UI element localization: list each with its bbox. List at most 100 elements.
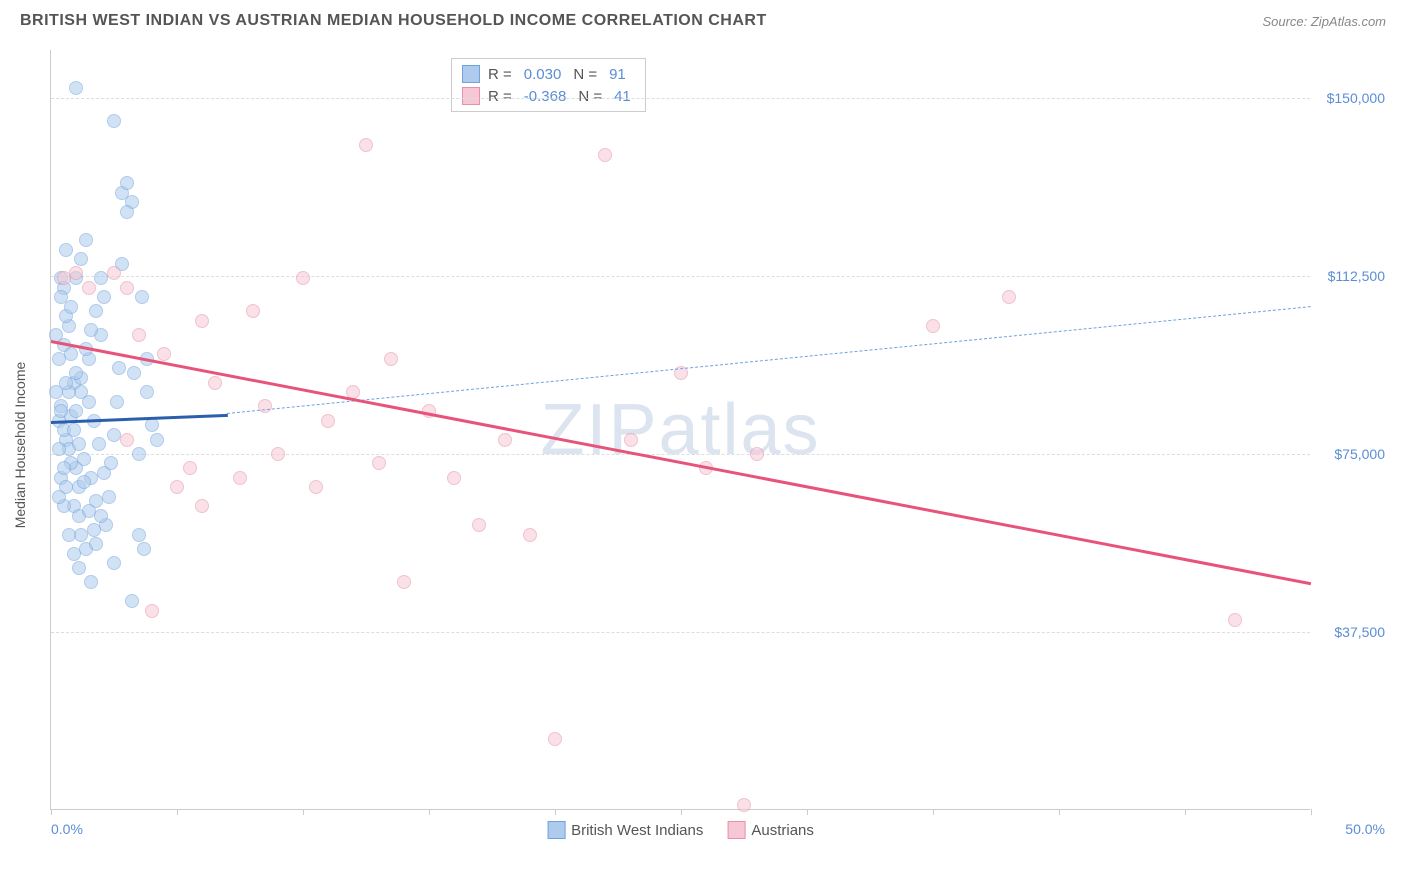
gridline	[51, 276, 1310, 277]
scatter-point	[472, 518, 486, 532]
scatter-point	[64, 347, 78, 361]
scatter-point	[309, 480, 323, 494]
scatter-point	[52, 442, 66, 456]
scatter-point	[321, 414, 335, 428]
r-label: R =	[488, 66, 512, 83]
scatter-point	[195, 499, 209, 513]
x-tick	[555, 809, 556, 815]
scatter-point	[112, 361, 126, 375]
x-tick	[1185, 809, 1186, 815]
chart-title: BRITISH WEST INDIAN VS AUSTRIAN MEDIAN H…	[20, 12, 767, 30]
chart-header: BRITISH WEST INDIAN VS AUSTRIAN MEDIAN H…	[0, 0, 1406, 38]
scatter-point	[82, 395, 96, 409]
r-label: R =	[488, 88, 512, 105]
scatter-point	[132, 447, 146, 461]
scatter-point	[69, 81, 83, 95]
x-tick	[303, 809, 304, 815]
y-tick-label: $75,000	[1334, 446, 1385, 462]
y-tick-label: $112,500	[1328, 268, 1385, 284]
scatter-point	[140, 385, 154, 399]
scatter-point	[120, 205, 134, 219]
scatter-point	[67, 547, 81, 561]
scatter-point	[135, 290, 149, 304]
gridline	[51, 98, 1310, 99]
stats-row-series-2: R = -0.368 N = 41	[462, 85, 635, 107]
scatter-point	[107, 556, 121, 570]
scatter-point	[208, 376, 222, 390]
legend-swatch-2	[727, 821, 745, 839]
scatter-point	[127, 366, 141, 380]
scatter-point	[737, 798, 751, 812]
r-value-2: -0.368	[524, 88, 567, 105]
scatter-point	[82, 281, 96, 295]
scatter-point	[87, 523, 101, 537]
x-tick	[177, 809, 178, 815]
x-tick	[429, 809, 430, 815]
stats-swatch-2	[462, 87, 480, 105]
scatter-point	[79, 233, 93, 247]
scatter-point	[77, 452, 91, 466]
scatter-point	[132, 528, 146, 542]
scatter-point	[750, 447, 764, 461]
x-tick	[933, 809, 934, 815]
scatter-point	[1002, 290, 1016, 304]
x-tick	[51, 809, 52, 815]
watermark: ZIPatlas	[540, 389, 820, 471]
scatter-point	[523, 528, 537, 542]
x-axis-max-label: 50.0%	[1345, 821, 1385, 837]
scatter-point	[233, 471, 247, 485]
correlation-stats-box: R = 0.030 N = 91 R = -0.368 N = 41	[451, 58, 646, 112]
legend-label-2: Austrians	[751, 822, 814, 839]
legend-swatch-1	[547, 821, 565, 839]
scatter-point	[59, 243, 73, 257]
scatter-point	[59, 376, 73, 390]
x-tick	[807, 809, 808, 815]
legend-item-2: Austrians	[727, 821, 814, 839]
scatter-plot: ZIPatlas R = 0.030 N = 91 R = -0.368 N =…	[50, 50, 1310, 810]
scatter-point	[52, 490, 66, 504]
scatter-point	[64, 300, 78, 314]
scatter-point	[195, 314, 209, 328]
scatter-point	[246, 304, 260, 318]
scatter-point	[170, 480, 184, 494]
scatter-point	[54, 404, 68, 418]
scatter-point	[397, 575, 411, 589]
source-attribution: Source: ZipAtlas.com	[1262, 14, 1386, 29]
scatter-point	[384, 352, 398, 366]
scatter-point	[104, 456, 118, 470]
scatter-point	[72, 437, 86, 451]
n-label: N =	[573, 66, 597, 83]
scatter-point	[145, 418, 159, 432]
scatter-point	[598, 148, 612, 162]
scatter-point	[69, 404, 83, 418]
scatter-point	[926, 319, 940, 333]
scatter-point	[548, 732, 562, 746]
n-value-2: 41	[614, 88, 631, 105]
scatter-point	[67, 423, 81, 437]
scatter-point	[137, 542, 151, 556]
scatter-point	[125, 594, 139, 608]
scatter-point	[84, 323, 98, 337]
stats-row-series-1: R = 0.030 N = 91	[462, 63, 635, 85]
scatter-point	[1228, 613, 1242, 627]
scatter-point	[183, 461, 197, 475]
scatter-point	[120, 281, 134, 295]
scatter-point	[447, 471, 461, 485]
x-tick	[1059, 809, 1060, 815]
r-value-1: 0.030	[524, 66, 562, 83]
chart-area: Median Household Income ZIPatlas R = 0.0…	[50, 50, 1390, 840]
scatter-point	[296, 271, 310, 285]
scatter-point	[62, 528, 76, 542]
stats-swatch-1	[462, 65, 480, 83]
scatter-point	[120, 433, 134, 447]
gridline	[51, 632, 1310, 633]
scatter-point	[120, 176, 134, 190]
scatter-point	[84, 575, 98, 589]
scatter-point	[258, 399, 272, 413]
scatter-point	[624, 433, 638, 447]
x-tick	[1311, 809, 1312, 815]
scatter-point	[107, 266, 121, 280]
legend: British West Indians Austrians	[547, 821, 814, 839]
scatter-point	[107, 114, 121, 128]
x-tick	[681, 809, 682, 815]
